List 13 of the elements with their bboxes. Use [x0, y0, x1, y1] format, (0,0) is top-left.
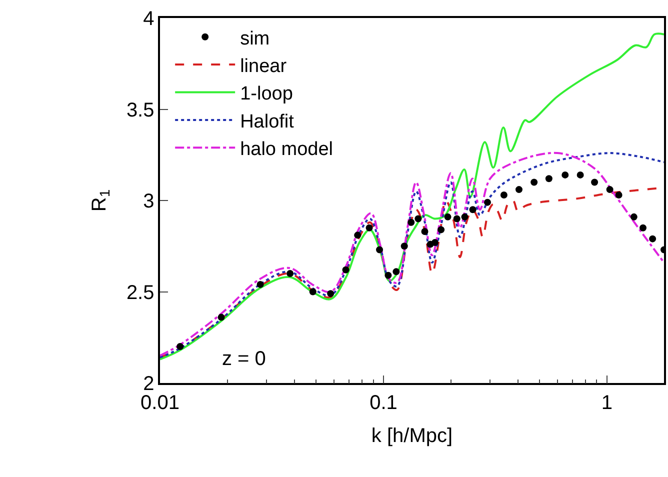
- y-tick-label: 3: [143, 190, 154, 212]
- legend-label: halo model: [240, 139, 334, 160]
- legend-label: linear: [240, 56, 288, 77]
- x-tick-label: 1: [601, 392, 613, 414]
- y-tick-label: 3.5: [126, 99, 154, 122]
- annotation: z = 0: [222, 348, 266, 370]
- legend-label: Halofit: [240, 111, 295, 132]
- x-axis-title: k [h/Mpc]: [371, 424, 453, 447]
- y-tick-label: 4: [143, 8, 154, 30]
- legend-label: 1-loop: [240, 84, 293, 105]
- y-tick-label: 2.5: [126, 282, 154, 304]
- x-tick-label: 0.1: [370, 392, 398, 414]
- legend-label: sim: [240, 28, 270, 50]
